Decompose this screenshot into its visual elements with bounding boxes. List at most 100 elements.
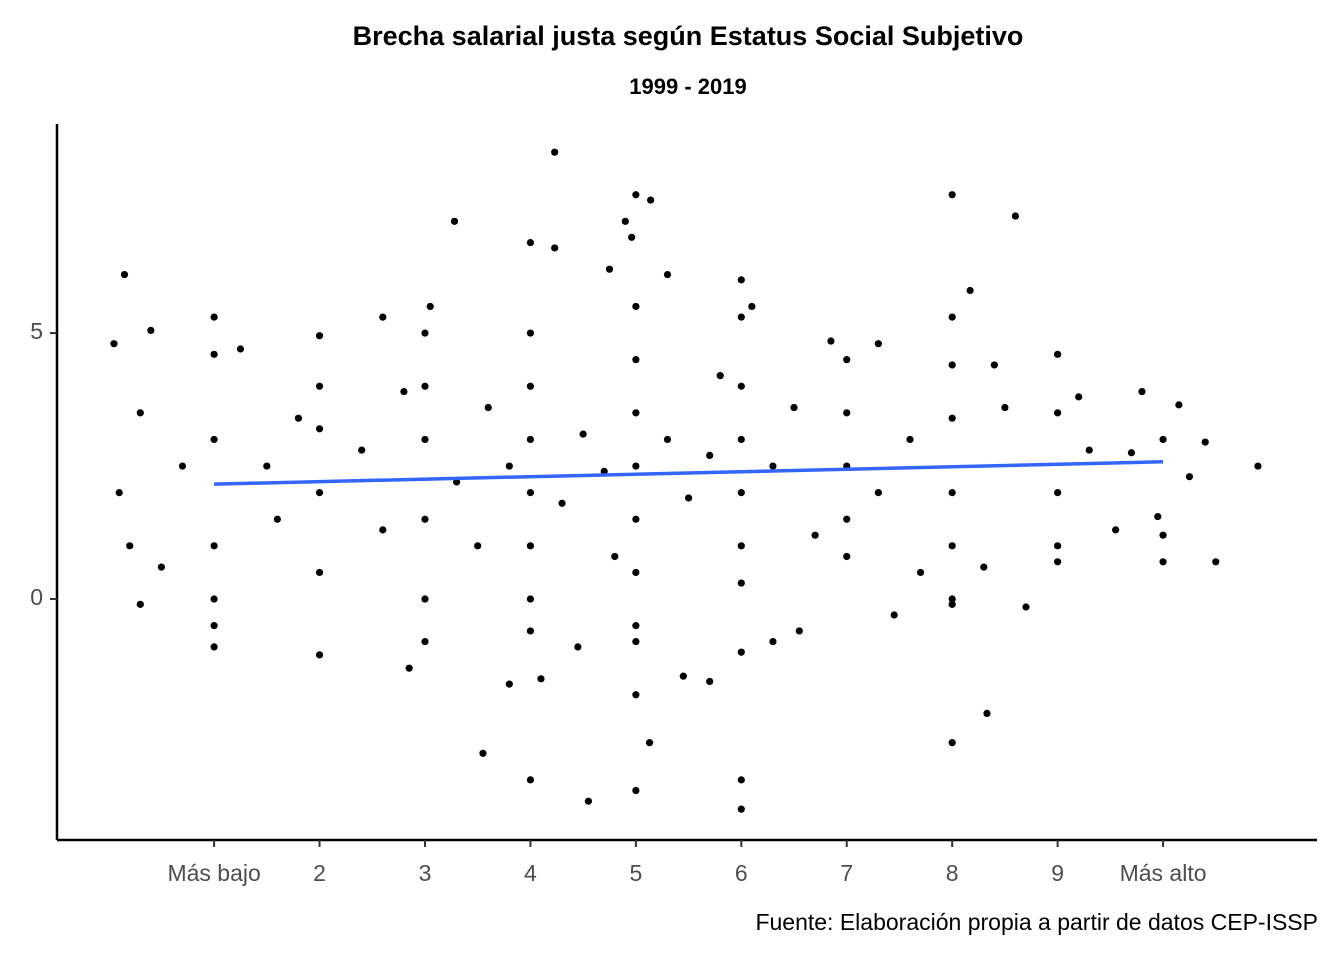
point (294, 414, 303, 422)
point (210, 643, 218, 651)
point (210, 313, 218, 321)
point (537, 675, 545, 683)
point (737, 382, 745, 390)
point (1054, 542, 1062, 550)
point (505, 462, 513, 470)
point (1085, 446, 1093, 454)
point (526, 489, 535, 497)
point (379, 313, 387, 321)
point (400, 387, 408, 396)
point (663, 270, 672, 279)
point (315, 332, 324, 340)
point (684, 494, 693, 502)
point (474, 542, 482, 550)
x-tick-label: 9 (1051, 860, 1064, 886)
point (843, 515, 851, 523)
x-tick-label: Más alto (1120, 860, 1207, 886)
point (1127, 449, 1136, 457)
point (526, 776, 535, 784)
point (948, 600, 956, 608)
point (120, 270, 129, 279)
point (632, 302, 640, 311)
x-tick-label: 3 (419, 860, 432, 886)
point (421, 595, 429, 603)
point (379, 526, 387, 534)
point (178, 462, 187, 470)
y-tick-label: 0 (30, 584, 43, 610)
point (1075, 393, 1083, 401)
point (1138, 387, 1146, 396)
point (843, 356, 851, 364)
point (632, 637, 640, 646)
point (890, 611, 898, 619)
point (966, 286, 974, 295)
point (1011, 212, 1020, 220)
point (421, 515, 429, 523)
x-tick-label: 8 (946, 860, 959, 886)
point (526, 435, 535, 444)
point (579, 430, 587, 438)
point (126, 542, 134, 550)
point (906, 435, 914, 444)
point (1175, 401, 1183, 409)
point (948, 313, 956, 321)
point (632, 191, 640, 199)
point (263, 462, 271, 470)
point (716, 372, 724, 380)
point (737, 805, 745, 813)
point (421, 329, 429, 337)
point (484, 403, 492, 412)
point (843, 409, 851, 417)
point (1154, 512, 1162, 521)
x-tick-label: 5 (629, 860, 642, 886)
point (795, 627, 803, 635)
point (1001, 403, 1009, 412)
point (526, 627, 535, 635)
point (737, 648, 745, 656)
point (990, 361, 998, 369)
point (426, 302, 434, 311)
point (147, 326, 155, 334)
point (1159, 558, 1167, 566)
x-tick-label: Más bajo (167, 860, 260, 886)
chart-subtitle: 1999 - 2019 (629, 74, 746, 99)
x-tick-label: 4 (524, 860, 537, 886)
point (737, 435, 745, 444)
point (948, 739, 956, 747)
point (479, 749, 487, 757)
point (210, 622, 218, 630)
point (574, 643, 582, 651)
point (737, 313, 745, 321)
point (210, 350, 218, 358)
point (551, 244, 559, 252)
point (679, 672, 687, 680)
point (769, 637, 777, 646)
point (421, 637, 429, 646)
trend-line (214, 460, 1164, 486)
point (769, 462, 777, 470)
point (983, 709, 991, 717)
point (1054, 409, 1062, 417)
point (1254, 462, 1262, 470)
point (632, 409, 640, 417)
point (1201, 438, 1209, 446)
point (210, 435, 218, 444)
point (948, 489, 956, 497)
point (1054, 558, 1062, 566)
point (315, 489, 324, 497)
point (315, 568, 324, 577)
point (874, 340, 882, 348)
point (737, 542, 745, 550)
point (115, 489, 123, 497)
point (110, 340, 118, 348)
point (737, 579, 745, 587)
point (632, 515, 640, 523)
point (1212, 558, 1220, 566)
point (632, 356, 640, 364)
point (843, 552, 851, 561)
point (748, 302, 756, 311)
point (706, 451, 714, 460)
point (827, 337, 835, 345)
